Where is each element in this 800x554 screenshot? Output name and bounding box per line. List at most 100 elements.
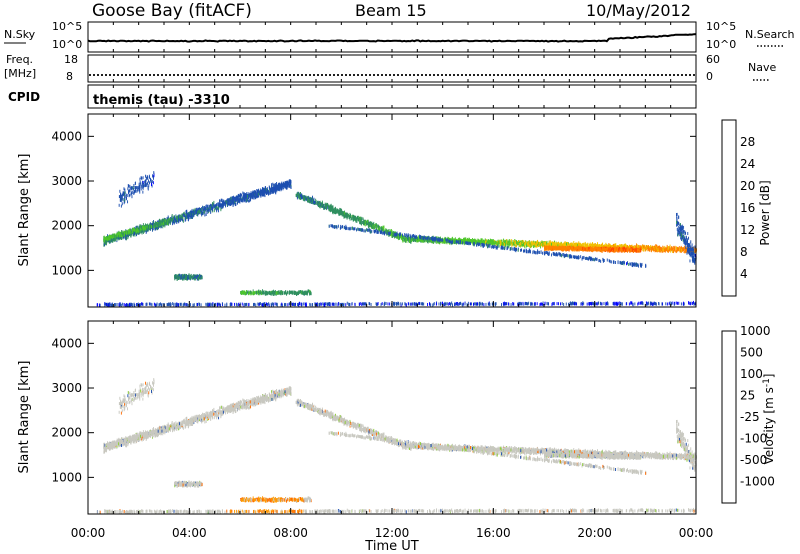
power-echo-cell (123, 232, 125, 236)
power-echo-cell (495, 241, 496, 245)
power-echo-cell (177, 216, 178, 220)
power-echo-cell (296, 192, 298, 196)
power-echo-cell (339, 208, 341, 211)
power-echo-cell (243, 192, 245, 196)
power-echo-cell (203, 208, 205, 212)
power-echo-cell (335, 210, 337, 214)
power-echo-cell (650, 247, 652, 250)
cpid-label: CPID (8, 90, 40, 104)
power-echo-cell (510, 241, 512, 245)
power-echo-cell (682, 247, 684, 251)
power-echo-cell (339, 207, 341, 211)
power-echo-cell (580, 247, 582, 251)
power-echo-cell (362, 218, 364, 222)
power-echo-cell (506, 244, 508, 248)
power-echo-cell (325, 206, 327, 210)
power-echo-cell (210, 210, 212, 214)
power-echo-cell (250, 191, 252, 195)
power-echo-cell (405, 238, 407, 242)
power-echo-cell (141, 229, 143, 233)
power-echo-cell (313, 200, 315, 204)
power-echo-cell (260, 192, 262, 196)
power-echo-cell (205, 207, 207, 210)
power-echo-cell (452, 238, 454, 242)
power-echo-cell (409, 239, 411, 243)
nsky-panel (87, 21, 697, 53)
power-echo-cell (674, 245, 676, 249)
power-echo-cell (160, 222, 162, 226)
power-echo-cell (114, 238, 116, 242)
power-echo-cell (139, 229, 141, 233)
power-echo-cell (398, 235, 399, 239)
power-echo-cell (557, 241, 559, 245)
power-echo-cell (325, 206, 326, 210)
power-echo-cell (493, 240, 495, 244)
power-echo-cell (602, 242, 604, 246)
power-echo-cell (167, 215, 169, 219)
power-echo-cell (326, 202, 328, 206)
power-echo-cell (382, 225, 384, 229)
power-echo-cell (669, 244, 671, 248)
power-echo-cell (332, 206, 334, 210)
power-echo-cell (597, 242, 598, 246)
power-echo-cell (309, 198, 311, 202)
power-echo-cell (589, 242, 591, 246)
power-echo-cell (277, 187, 279, 191)
power-echo-cell (307, 199, 309, 202)
power-echo-cell (222, 203, 224, 207)
power-echo-cell (171, 218, 173, 222)
power-echo-cell (240, 193, 242, 197)
power-echo-cell (196, 207, 198, 211)
power-echo-cell (205, 210, 207, 214)
power-echo-cell (535, 241, 537, 245)
power-echo-cell (310, 199, 312, 203)
power-echo-cell (155, 227, 157, 231)
power-echo-cell (392, 232, 394, 236)
power-echo-cell (528, 243, 530, 247)
power-echo-cell (112, 233, 114, 237)
power-echo-cell (145, 226, 147, 230)
power-echo-cell (299, 194, 301, 198)
power-echo-cell (344, 214, 346, 217)
power-echo-cell (241, 193, 242, 197)
power-echo-cell (266, 189, 268, 192)
power-echo-cell (274, 189, 276, 193)
power-echo-cell (315, 201, 317, 205)
power-echo-cell (262, 187, 264, 191)
nsky-tick-low: 10^0 (52, 38, 82, 51)
power-echo-cell (204, 208, 206, 212)
power-echo-cell (392, 234, 394, 238)
power-echo-cell (258, 194, 260, 198)
power-echo-cell (540, 243, 542, 247)
power-echo-cell (593, 248, 595, 251)
power-echo-cell (218, 209, 220, 213)
power-echo-cell (178, 217, 180, 221)
power-echo-cell (283, 184, 285, 188)
power-echo-cell (560, 243, 562, 247)
power-echo-cell (108, 237, 110, 241)
power-echo-cell (249, 199, 251, 203)
power-echo-cell (173, 219, 175, 223)
power-echo-cell (196, 212, 198, 216)
power-echo-cell (127, 229, 129, 233)
power-echo-cell (161, 222, 163, 226)
power-echo-cell (339, 210, 341, 214)
power-echo-cell (363, 221, 364, 224)
power-echo-cell (122, 232, 124, 236)
power-echo-cell (301, 193, 303, 197)
power-echo-cell (167, 218, 169, 222)
power-echo-cell (488, 240, 490, 244)
power-echo-cell (581, 243, 582, 247)
power-echo-cell (382, 227, 384, 231)
power-echo-cell (215, 206, 217, 210)
power-echo-cell (404, 236, 406, 239)
power-echo-cell (210, 207, 212, 211)
power-echo-cell (272, 186, 274, 190)
power-echo-cell (135, 226, 137, 230)
power-echo-cell (385, 228, 387, 232)
power-echo-cell (537, 241, 539, 245)
power-echo-cell (133, 232, 135, 236)
power-echo-cell (237, 193, 239, 197)
power-echo-cell (619, 248, 621, 252)
power-echo-cell (145, 224, 147, 228)
